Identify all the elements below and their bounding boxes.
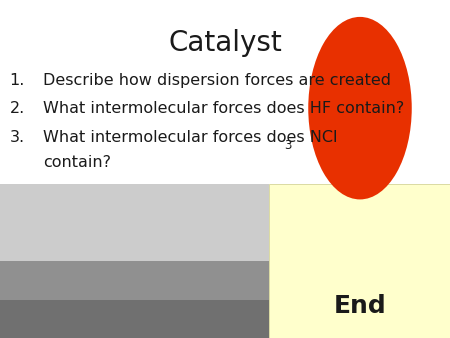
Text: End: End (333, 294, 387, 318)
Text: Describe how dispersion forces are created: Describe how dispersion forces are creat… (43, 73, 391, 88)
Text: Catalyst: Catalyst (168, 29, 282, 57)
Text: 1.: 1. (9, 73, 25, 88)
Text: What intermolecular forces does NCl: What intermolecular forces does NCl (43, 130, 337, 145)
Text: 3: 3 (284, 139, 292, 151)
Bar (0, 261, 269, 299)
Text: What intermolecular forces does HF contain?: What intermolecular forces does HF conta… (43, 101, 404, 116)
Text: 3.: 3. (9, 130, 25, 145)
Text: contain?: contain? (43, 155, 111, 170)
Bar (0, 184, 269, 338)
Bar (0, 299, 269, 338)
Text: 2.: 2. (9, 101, 25, 116)
Bar (269, 184, 450, 338)
Ellipse shape (308, 17, 412, 199)
Bar (0, 184, 269, 261)
